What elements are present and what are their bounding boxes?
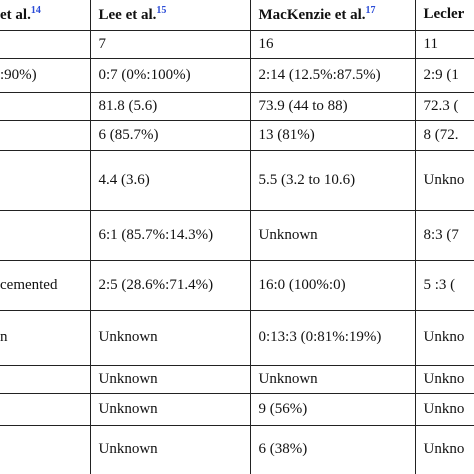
cell: 6:1 (85.7%:14.3%) — [89, 209, 251, 261]
row: 81.8 (5.6) 73.9 (44 to 88) 72.3 ( — [0, 91, 474, 121]
cell: Unkno — [414, 309, 474, 366]
cell: Unknown — [89, 424, 251, 474]
header-cell: et al.14 — [0, 0, 91, 31]
cell: 6 (38%) — [249, 424, 416, 474]
header-text: Lecler — [423, 6, 465, 23]
cell — [0, 119, 91, 151]
cell — [0, 364, 91, 394]
row: cemented 2:5 (28.6%:71.4%) 16:0 (100%:0) 5 … — [0, 259, 474, 311]
cell: 0:7 (0%:100%) — [89, 57, 251, 93]
reference: 15 — [156, 5, 167, 17]
cell: 2:5 (28.6%:71.4%) — [89, 259, 251, 311]
row: 4.4 (3.6) 5.5 (3.2 to 10.6) Unkno — [0, 149, 474, 211]
cell: 72.3 ( — [414, 91, 474, 121]
cell: cemented — [0, 259, 91, 311]
row: n Unknown 0:13:3 (0:81%:19%) Unkno — [0, 309, 474, 366]
cell: 16 — [249, 29, 416, 59]
cell — [0, 209, 91, 261]
cell — [0, 392, 91, 426]
cell: 0:13:3 (0:81%:19%) — [249, 309, 416, 366]
header-text: Lee et al. — [98, 7, 157, 24]
cell: 2:14 (12.5%:87.5%) — [249, 57, 416, 93]
reference: 17 — [365, 5, 376, 17]
row: Unknown 6 (38%) Unkno — [0, 424, 474, 474]
cell — [0, 149, 91, 211]
row: 7 16 11 — [0, 29, 474, 59]
row: 6 (85.7%) 13 (81%) 8 (72. — [0, 119, 474, 151]
cell: 8 (72. — [414, 119, 474, 151]
cell: Unknown — [89, 309, 251, 366]
header-text: MacKenzie et al. — [258, 7, 366, 24]
cell: 73.9 (44 to 88) — [249, 91, 416, 121]
cell — [0, 91, 91, 121]
cell: Unknown — [249, 209, 416, 261]
cell: 7 — [89, 29, 251, 59]
header-cell: Lee et al.15 — [89, 0, 251, 31]
cell: :90%) — [0, 57, 91, 93]
cell: Unknown — [249, 364, 416, 394]
header-text: et al. — [0, 7, 31, 24]
cell: Unkno — [414, 364, 474, 394]
cell: 6 (85.7%) — [89, 119, 251, 151]
cell: 11 — [414, 29, 474, 59]
cell: 4.4 (3.6) — [89, 149, 251, 211]
cell: 13 (81%) — [249, 119, 416, 151]
cell: Unknown — [89, 364, 251, 394]
header-row: et al.14 Lee et al.15 MacKenzie et al.17 Le… — [0, 0, 474, 31]
cell: 8:3 (7 — [414, 209, 474, 261]
row: :90%) 0:7 (0%:100%) 2:14 (12.5%:87.5%) 2:9 … — [0, 57, 474, 93]
cell: 5.5 (3.2 to 10.6) — [249, 149, 416, 211]
header-cell: Lecler — [414, 0, 474, 31]
cell: 5 :3 ( — [414, 259, 474, 311]
cell: 2:9 (1 — [414, 57, 474, 93]
row: Unknown Unknown Unkno — [0, 364, 474, 394]
row: Unknown 9 (56%) Unkno — [0, 392, 474, 426]
cell: n — [0, 309, 91, 366]
cell: 81.8 (5.6) — [89, 91, 251, 121]
row: 6:1 (85.7%:14.3%) Unknown 8:3 (7 — [0, 209, 474, 261]
cell: Unkno — [414, 424, 474, 474]
header-cell: MacKenzie et al.17 — [249, 0, 416, 31]
cell — [0, 29, 91, 59]
reference: 14 — [30, 5, 41, 17]
cell: 9 (56%) — [249, 392, 416, 426]
cell: Unknown — [89, 392, 251, 426]
cell: Unkno — [414, 392, 474, 426]
cell: Unkno — [414, 149, 474, 211]
cell: 16:0 (100%:0) — [249, 259, 416, 311]
cell — [0, 424, 91, 474]
